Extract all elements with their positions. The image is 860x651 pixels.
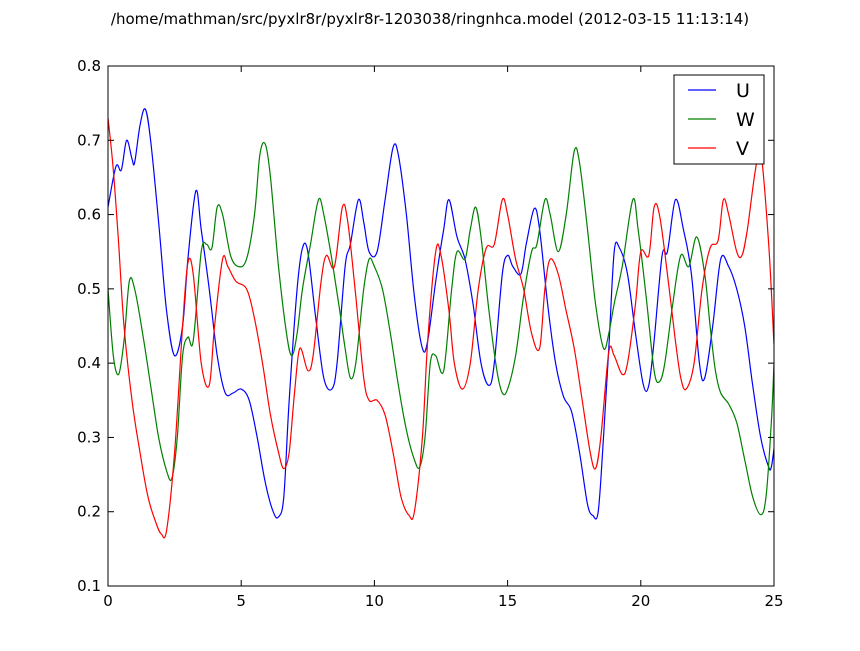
- chart-title: /home/mathman/src/pyxlr8r/pyxlr8r-120303…: [111, 10, 749, 28]
- x-tick-label: 15: [498, 592, 517, 610]
- plot-area-frame: [107, 65, 775, 587]
- series-line-w: [108, 141, 774, 516]
- x-axis: 0 5 10 15 20 25: [103, 66, 784, 610]
- y-tick-label: 0.8: [77, 57, 101, 75]
- y-axis: 0.1 0.2 0.3 0.4 0.5 0.6 0.7 0.8: [77, 57, 774, 595]
- series-line-u: [108, 108, 774, 520]
- y-tick-label: 0.3: [77, 428, 101, 446]
- x-tick-label: 25: [764, 592, 783, 610]
- y-tick-label: 0.7: [77, 131, 101, 149]
- y-tick-label: 0.4: [77, 354, 101, 372]
- y-tick-label: 0.2: [77, 503, 101, 521]
- legend-label-w: W: [736, 109, 755, 131]
- series-layer: [108, 108, 774, 539]
- x-tick-label: 5: [236, 592, 246, 610]
- legend-label-v: V: [736, 138, 749, 160]
- legend: UWV: [673, 74, 765, 165]
- y-tick-label: 0.5: [77, 280, 101, 298]
- legend-label-u: U: [736, 80, 750, 102]
- x-tick-label: 0: [103, 592, 113, 610]
- x-tick-label: 20: [631, 592, 650, 610]
- x-tick-label: 10: [365, 592, 384, 610]
- y-tick-label: 0.1: [77, 577, 101, 595]
- y-tick-label: 0.6: [77, 206, 101, 224]
- series-line-v: [108, 117, 774, 539]
